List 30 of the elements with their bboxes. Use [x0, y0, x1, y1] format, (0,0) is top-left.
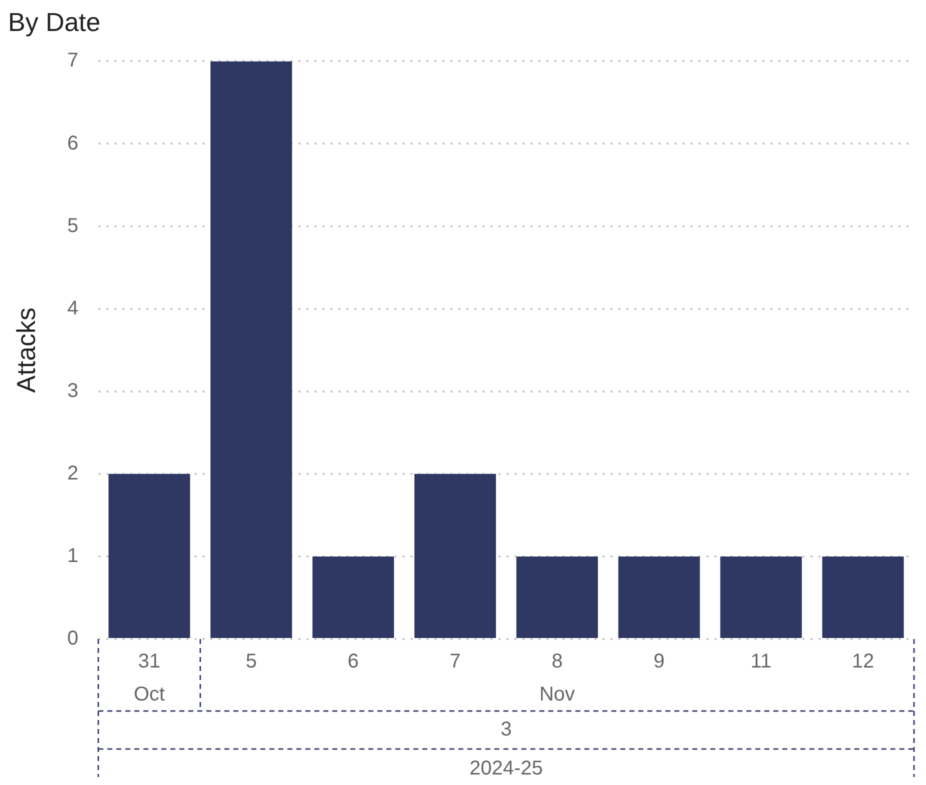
x-tick-label: 7 — [450, 650, 461, 673]
y-tick-label: 4 — [67, 297, 78, 320]
y-tick-label: 5 — [67, 214, 78, 237]
y-tick-label: 6 — [67, 132, 78, 154]
x-tick-label: 6 — [348, 650, 359, 673]
x-tick-label: 5 — [246, 650, 257, 673]
text: 2024-25 — [469, 758, 543, 780]
bar — [210, 61, 292, 638]
chart-title: By Date — [8, 6, 100, 37]
x-tick-label: 11 — [750, 650, 772, 673]
x-tick-label: 12 — [852, 650, 874, 673]
bar — [822, 556, 904, 638]
x-tick-label: 31 — [138, 650, 160, 673]
y-tick-label: 7 — [67, 50, 78, 72]
y-tick-label: 3 — [67, 380, 78, 402]
y-axis-title: Attacks — [10, 307, 41, 393]
bar — [720, 556, 802, 638]
bar — [108, 474, 190, 638]
x-tick-label: 8 — [552, 650, 563, 673]
bar — [516, 556, 598, 638]
y-tick-label: 1 — [67, 544, 78, 567]
text: Nov — [539, 684, 575, 706]
bar — [414, 474, 496, 638]
y-tick-label: 2 — [67, 462, 78, 484]
y-tick-label: 0 — [67, 628, 78, 650]
bar — [618, 556, 700, 638]
bar — [312, 556, 394, 638]
x-tick-label: 9 — [654, 650, 665, 673]
text: Oct — [134, 684, 166, 706]
text: 3 — [500, 718, 512, 741]
